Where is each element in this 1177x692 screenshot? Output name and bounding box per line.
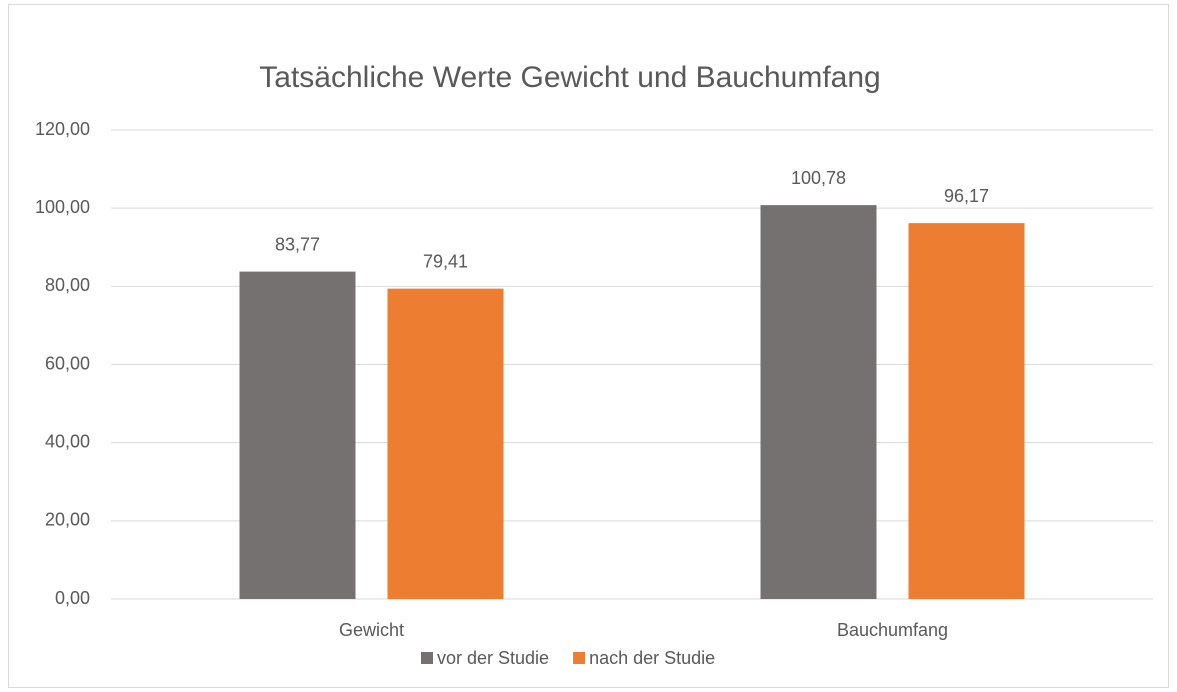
legend-swatch bbox=[421, 652, 433, 664]
x-tick-label: Gewicht bbox=[339, 620, 404, 640]
data-label: 96,17 bbox=[944, 186, 989, 206]
y-tick-label: 60,00 bbox=[45, 353, 90, 373]
x-tick-label: Bauchumfang bbox=[837, 620, 948, 640]
chart-title: Tatsächliche Werte Gewicht und Bauchumfa… bbox=[259, 61, 880, 94]
data-label: 100,78 bbox=[791, 168, 846, 188]
legend-label: nach der Studie bbox=[589, 648, 715, 668]
data-label: 79,41 bbox=[423, 251, 468, 271]
legend-label: vor der Studie bbox=[437, 648, 549, 668]
y-tick-label: 20,00 bbox=[45, 510, 90, 530]
y-tick-label: 100,00 bbox=[35, 197, 90, 217]
bar bbox=[239, 271, 356, 599]
bar bbox=[387, 288, 504, 599]
y-tick-label: 120,00 bbox=[35, 119, 90, 139]
y-tick-label: 40,00 bbox=[45, 431, 90, 451]
y-tick-label: 0,00 bbox=[55, 588, 90, 608]
bar bbox=[760, 205, 877, 599]
bar bbox=[908, 223, 1025, 599]
legend-swatch bbox=[573, 652, 586, 664]
data-label: 83,77 bbox=[275, 234, 320, 254]
y-tick-label: 80,00 bbox=[45, 275, 90, 295]
